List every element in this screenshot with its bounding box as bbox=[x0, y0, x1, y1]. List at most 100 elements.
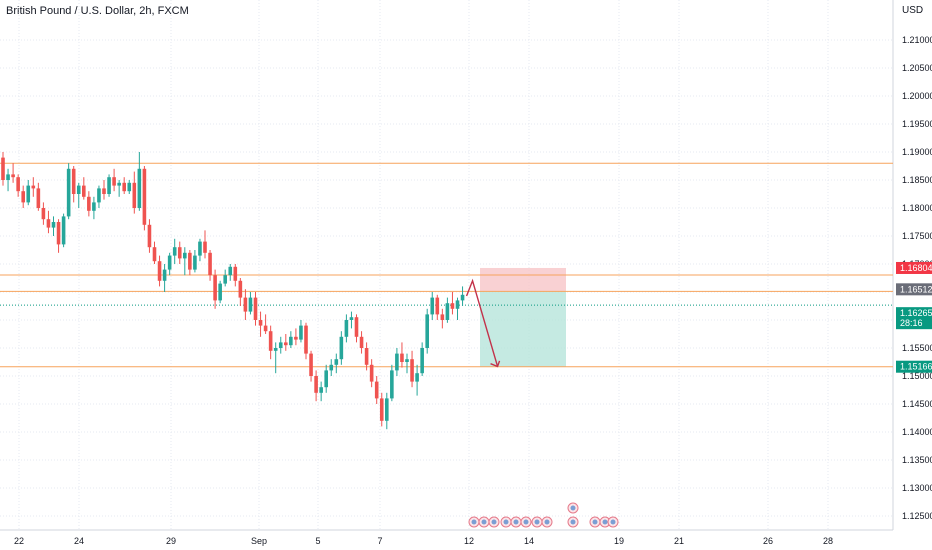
currency-label: USD bbox=[902, 5, 924, 16]
candle-body bbox=[258, 320, 263, 326]
y-tick-label: 1.20000 bbox=[902, 91, 932, 101]
x-tick-label: 19 bbox=[614, 536, 624, 546]
candle-body bbox=[294, 336, 298, 340]
y-tick-label: 1.18500 bbox=[902, 175, 932, 185]
y-tick-label: 1.12500 bbox=[902, 511, 932, 521]
x-tick-label: 14 bbox=[524, 536, 534, 546]
candle-body bbox=[339, 336, 344, 360]
candle-body bbox=[152, 247, 157, 262]
candle-body bbox=[450, 303, 455, 309]
candle-body bbox=[248, 297, 253, 312]
x-tick-label: 7 bbox=[377, 536, 382, 546]
candle-body bbox=[6, 174, 10, 180]
y-tick-label: 1.14500 bbox=[902, 399, 932, 409]
x-tick-label: 21 bbox=[674, 536, 684, 546]
x-tick-label: 22 bbox=[14, 536, 24, 546]
candle-body bbox=[61, 216, 66, 245]
y-tick-label: 1.13000 bbox=[902, 483, 932, 493]
candle-body bbox=[354, 317, 359, 337]
arrow-head bbox=[490, 360, 501, 368]
candle-body bbox=[11, 174, 15, 178]
candle-body bbox=[253, 297, 258, 320]
candle-body bbox=[122, 182, 126, 192]
candle-body bbox=[430, 297, 435, 315]
candle-body bbox=[147, 224, 152, 248]
candle-body bbox=[183, 252, 187, 259]
candle-body bbox=[223, 275, 227, 284]
candle-body bbox=[273, 348, 278, 351]
candle-body bbox=[435, 297, 440, 315]
candle-body bbox=[304, 325, 308, 354]
price-tag-label: 1.16804 bbox=[900, 263, 932, 273]
candle-body bbox=[16, 177, 20, 192]
price-tag-label: 1.16265 bbox=[900, 308, 932, 318]
event-flag-icon bbox=[602, 519, 608, 525]
candle-body bbox=[390, 370, 394, 399]
x-tick-label: 26 bbox=[763, 536, 773, 546]
x-tick-label: 28 bbox=[823, 536, 833, 546]
candle-body bbox=[369, 364, 374, 382]
candle-body bbox=[71, 168, 76, 194]
x-tick-label: Sep bbox=[251, 536, 267, 546]
candle-body bbox=[46, 219, 51, 228]
event-flag-icon bbox=[503, 519, 509, 525]
candle-body bbox=[137, 168, 142, 208]
candle-body bbox=[314, 376, 318, 393]
forecast-arrow bbox=[465, 278, 499, 367]
candle-body bbox=[263, 325, 268, 332]
candle-body bbox=[344, 320, 349, 337]
price-tag-target bbox=[896, 360, 932, 373]
y-tick-label: 1.19500 bbox=[902, 119, 932, 129]
candle-body bbox=[268, 331, 273, 351]
candle-body bbox=[329, 364, 334, 371]
price-tag-entry bbox=[896, 283, 932, 296]
event-flag-icon bbox=[513, 519, 519, 525]
x-tick-label: 5 bbox=[315, 536, 320, 546]
y-tick-label: 1.15000 bbox=[902, 371, 932, 381]
candle-body bbox=[157, 261, 162, 281]
candle-body bbox=[188, 252, 192, 270]
candle-body bbox=[440, 314, 445, 320]
take-profit-zone bbox=[480, 291, 566, 367]
candle-body bbox=[425, 314, 429, 348]
candle-body bbox=[198, 241, 202, 256]
candle-body bbox=[162, 269, 167, 281]
event-flag-icon bbox=[471, 519, 477, 525]
y-tick-label: 1.20500 bbox=[902, 63, 932, 73]
candle-body bbox=[319, 387, 323, 393]
candle-body bbox=[203, 241, 207, 253]
candle-body bbox=[324, 370, 328, 388]
candle-body bbox=[112, 177, 116, 186]
chart-title: British Pound / U.S. Dollar, 2h, FXCM bbox=[6, 5, 189, 17]
candle-body bbox=[243, 297, 248, 312]
candle-body bbox=[31, 185, 36, 189]
stop-loss-zone bbox=[480, 267, 566, 292]
candle-body bbox=[395, 353, 399, 371]
candle-body bbox=[284, 342, 288, 346]
y-tick-label: 1.17500 bbox=[902, 231, 932, 241]
candle-body bbox=[374, 381, 379, 399]
candle-body bbox=[82, 185, 86, 197]
y-tick-label: 1.15500 bbox=[902, 343, 932, 353]
candle-body bbox=[193, 255, 197, 270]
candle-body bbox=[218, 283, 222, 301]
candle-body bbox=[132, 182, 137, 208]
price-tag-timer: 28:16 bbox=[900, 318, 923, 328]
candle-body bbox=[233, 266, 238, 281]
candle-body bbox=[359, 336, 364, 348]
candle-body bbox=[385, 398, 389, 421]
event-flag-icon bbox=[481, 519, 487, 525]
candle-body bbox=[400, 353, 404, 362]
candle-body bbox=[56, 222, 61, 245]
candle-body bbox=[445, 303, 450, 320]
price-tag-stop bbox=[896, 261, 932, 274]
candle-body bbox=[405, 359, 409, 362]
y-tick-label: 1.14000 bbox=[902, 427, 932, 437]
candle-body bbox=[76, 185, 81, 194]
price-tag-current bbox=[896, 307, 932, 330]
price-tag-label: 1.15166 bbox=[900, 362, 932, 372]
candle-body bbox=[26, 185, 31, 203]
candle-body bbox=[51, 222, 56, 228]
event-flag-icon bbox=[534, 519, 540, 525]
